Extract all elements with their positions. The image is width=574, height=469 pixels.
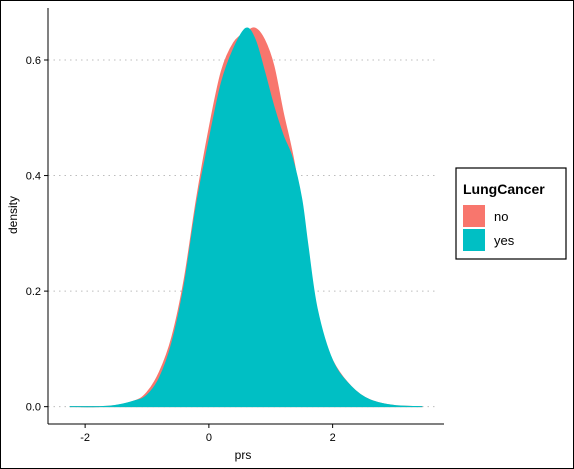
ticks: 0.0 0.2 0.4 0.6 -2 0 2 (26, 55, 336, 444)
legend-label-no: no (494, 209, 508, 224)
density-areas (69, 27, 423, 408)
legend-key-yes (463, 229, 485, 251)
x-tick-label-0: -2 (80, 432, 90, 444)
legend-label-yes: yes (494, 233, 515, 248)
legend: LungCancer no yes (455, 167, 567, 260)
axes (47, 8, 444, 425)
density-area-yes (69, 27, 423, 408)
legend-key-no (463, 205, 485, 227)
y-tick-label-0: 0.0 (26, 402, 41, 414)
legend-title: LungCancer (463, 181, 545, 197)
x-tick-label-1: 0 (206, 432, 212, 444)
x-tick-label-2: 2 (330, 432, 336, 444)
y-tick-label-2: 0.4 (26, 171, 41, 183)
y-axis-title: density (6, 196, 20, 234)
y-tick-label-1: 0.2 (26, 286, 41, 298)
y-tick-label-3: 0.6 (26, 55, 41, 67)
x-axis-title: prs (235, 448, 252, 462)
